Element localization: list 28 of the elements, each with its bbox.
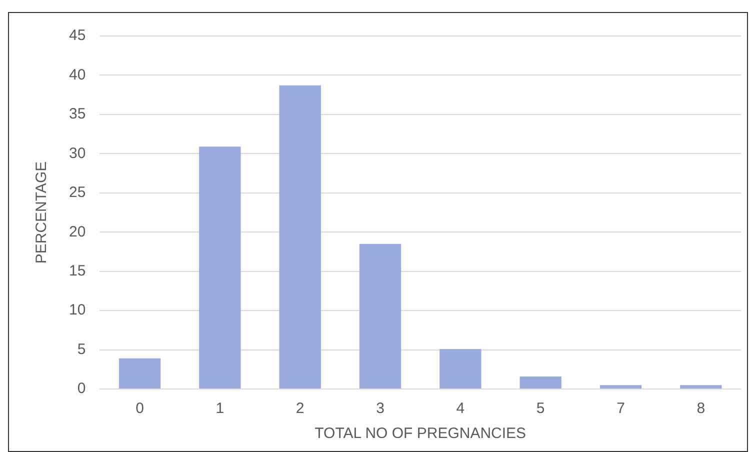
x-tick-label: 5 bbox=[536, 400, 545, 418]
y-axis-title: PERCENTAGE bbox=[33, 161, 50, 264]
y-tick-label: 15 bbox=[68, 262, 86, 280]
y-tick-label: 45 bbox=[68, 27, 86, 44]
x-tick-label: 2 bbox=[296, 400, 304, 418]
bar bbox=[118, 358, 161, 388]
y-tick-label: 35 bbox=[68, 106, 86, 123]
x-tick-label: 0 bbox=[136, 400, 144, 418]
x-tick-label: 7 bbox=[616, 400, 625, 418]
x-tick-label: 3 bbox=[376, 400, 384, 418]
x-tick-label: 1 bbox=[216, 400, 224, 418]
y-tick-label: 30 bbox=[68, 144, 86, 162]
y-tick-label: 0 bbox=[77, 380, 86, 398]
y-tick-label: 40 bbox=[68, 66, 86, 84]
bar bbox=[520, 376, 562, 388]
x-tick-label: 4 bbox=[456, 400, 465, 418]
y-tick-label: 20 bbox=[68, 223, 86, 240]
y-tick-label: 25 bbox=[68, 184, 86, 202]
bar bbox=[359, 244, 402, 388]
bar bbox=[440, 348, 482, 388]
bar bbox=[279, 85, 321, 388]
x-tick-label: 8 bbox=[696, 400, 706, 418]
y-tick-label: 10 bbox=[68, 302, 86, 319]
bar bbox=[199, 146, 241, 388]
bar bbox=[680, 385, 722, 388]
y-tick-label: 5 bbox=[77, 340, 86, 358]
bar bbox=[600, 385, 642, 388]
x-axis-title: TOTAL NO OF PREGNANCIES bbox=[314, 425, 526, 442]
